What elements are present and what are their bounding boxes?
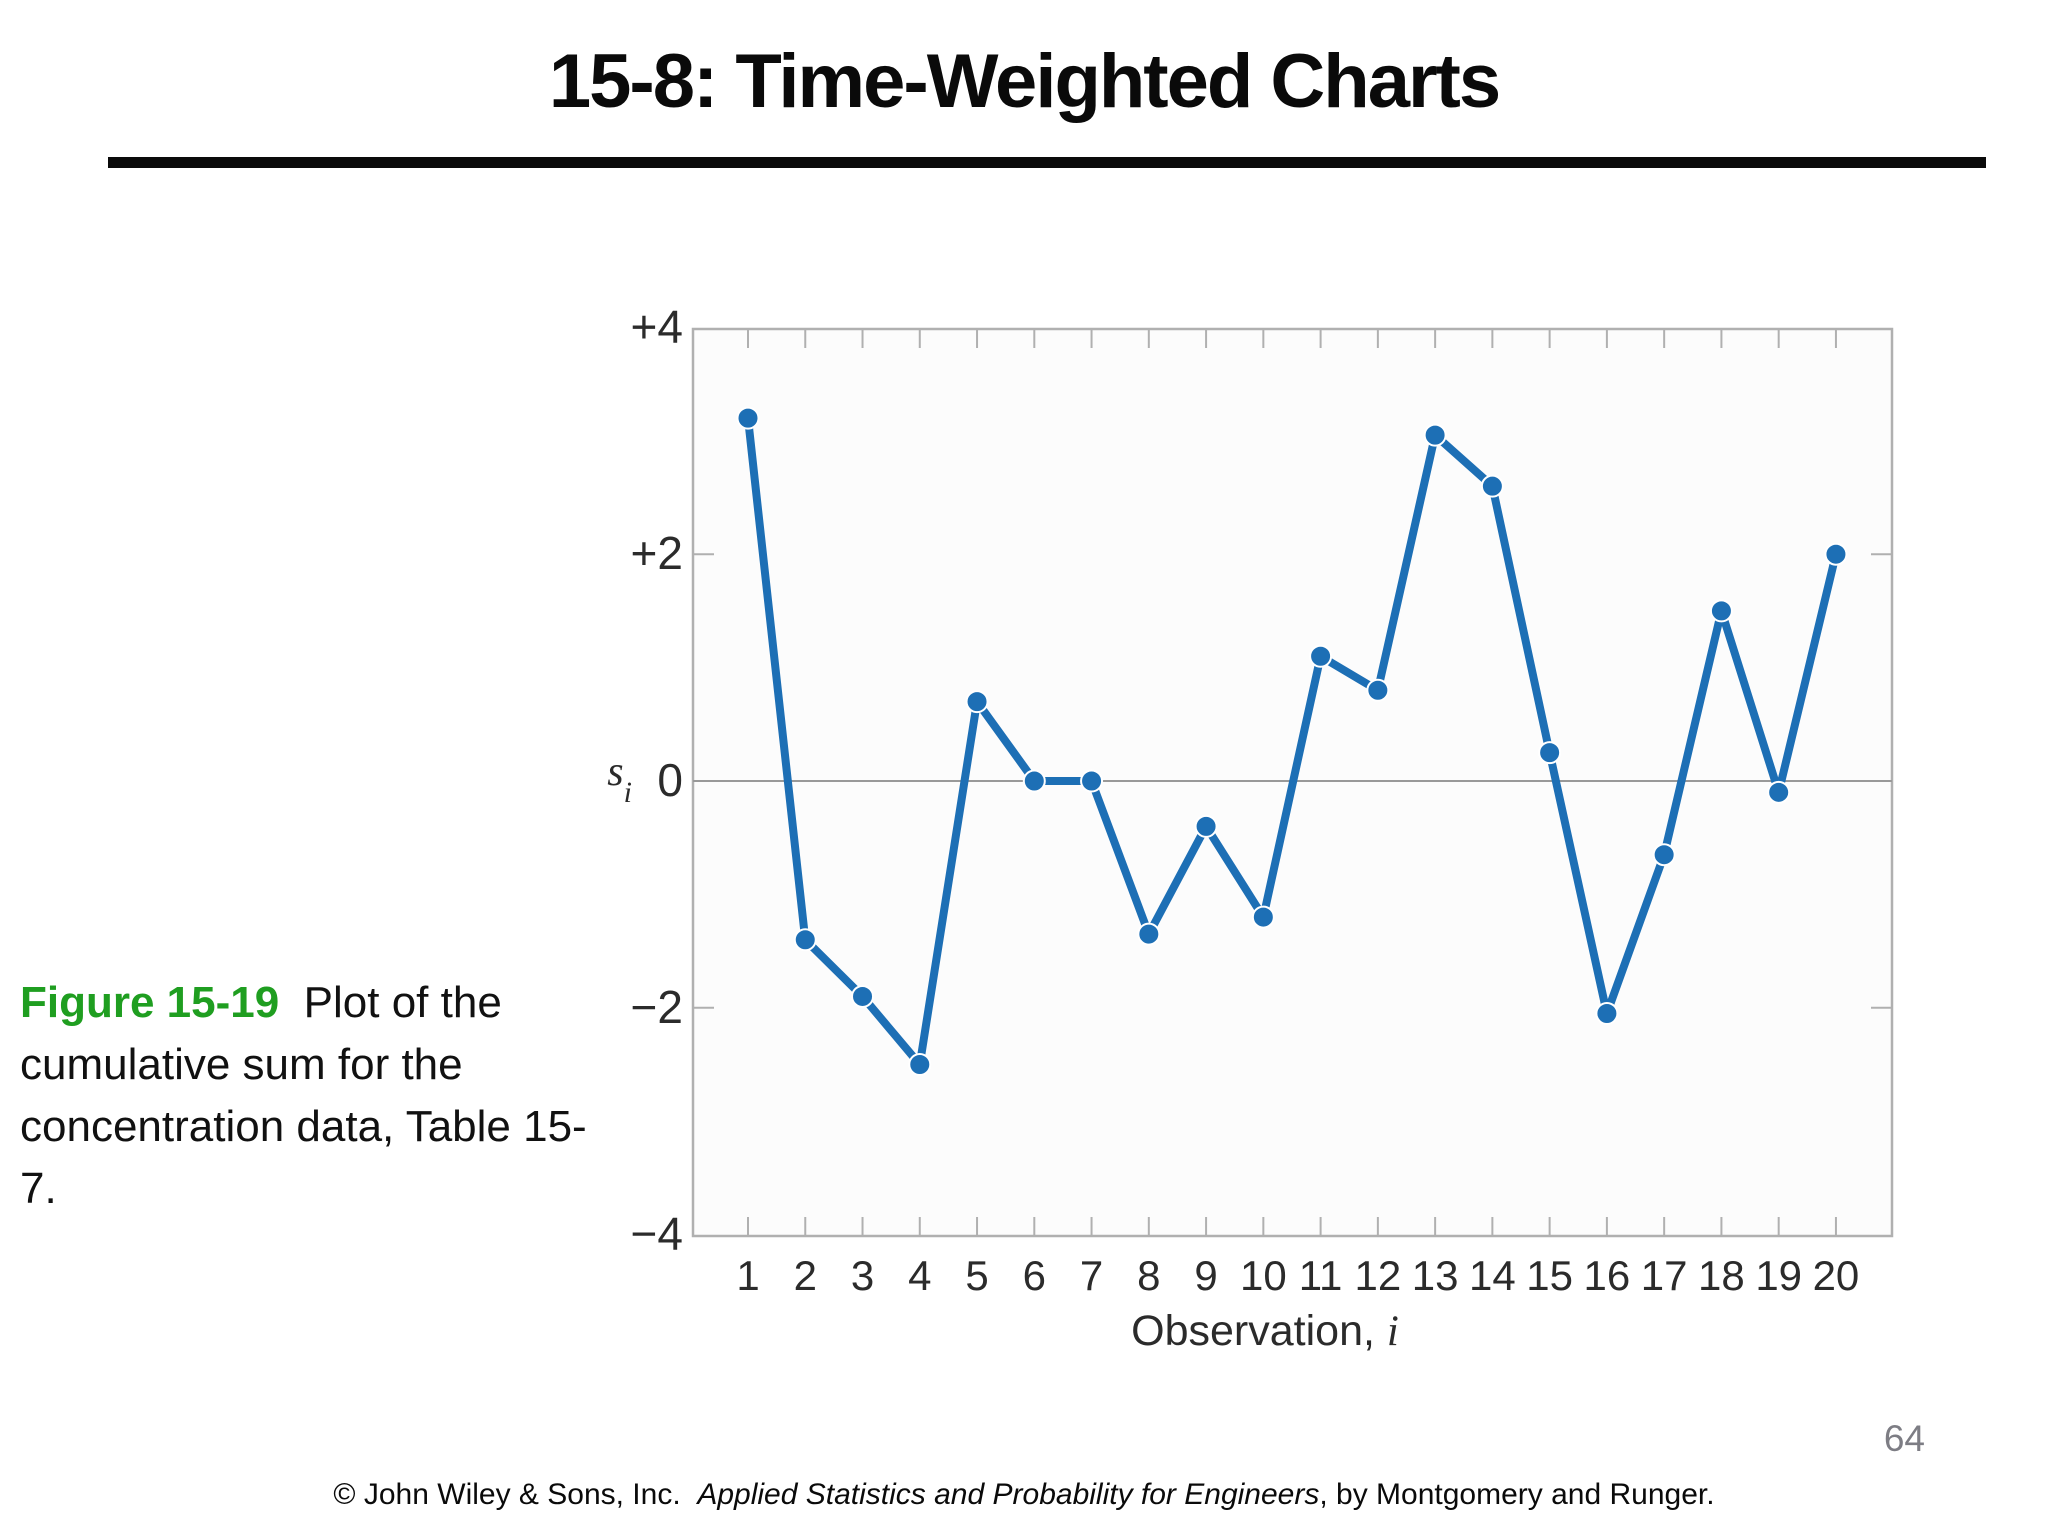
footer-prefix: © John Wiley & Sons, Inc. (333, 1478, 698, 1511)
data-point (1423, 423, 1447, 447)
data-point (1309, 644, 1333, 668)
figure-caption-label: Figure 15-19 (20, 978, 280, 1027)
data-point (965, 690, 989, 714)
x-tick-label: 12 (1355, 1252, 1402, 1299)
x-tick-label: 6 (1023, 1252, 1046, 1299)
data-point (1194, 814, 1218, 838)
y-axis-label: si (607, 749, 632, 809)
cusum-chart: +4 +2 0 −2 −4 1 2 3 4 5 6 7 8 9 10 11 12 13 14 15 16 17 18 19 20… (560, 280, 1960, 1400)
x-tick-label: 3 (851, 1252, 874, 1299)
x-tick-label: 9 (1194, 1252, 1217, 1299)
data-point (736, 406, 760, 430)
y-tick-label: −2 (631, 981, 683, 1033)
y-tick-label: −4 (631, 1208, 683, 1260)
data-point (851, 984, 875, 1008)
x-tick-label: 10 (1240, 1252, 1287, 1299)
x-tick-label: 4 (908, 1252, 931, 1299)
x-tick-label: 2 (794, 1252, 817, 1299)
slide-title: 15-8: Time-Weighted Charts (548, 39, 1501, 124)
title-divider-rule (108, 157, 1986, 168)
footer-suffix: , by Montgomery and Runger. (1319, 1478, 1715, 1511)
y-tick-label: 0 (657, 754, 683, 806)
data-point (1137, 922, 1161, 946)
data-point (1022, 769, 1046, 793)
x-tick-label: 8 (1137, 1252, 1160, 1299)
x-tick-label: 13 (1412, 1252, 1459, 1299)
data-point (1767, 780, 1791, 804)
cusum-chart-svg: +4+20−2−41 2 3 4 5 6 7 8 9 10 11 12 13 14 15 16 17 18 19 20… (607, 300, 1894, 1355)
x-tick-label: 16 (1584, 1252, 1631, 1299)
x-axis-label: Observation, i (1131, 1307, 1399, 1355)
x-tick-label: 14 (1469, 1252, 1516, 1299)
data-point (908, 1053, 932, 1076)
data-point (1652, 843, 1676, 867)
page-number: 64 (1883, 1418, 1925, 1459)
y-tick-label: +2 (631, 527, 683, 579)
data-point (1824, 542, 1848, 566)
x-tick-label: 19 (1755, 1252, 1802, 1299)
data-point (1251, 905, 1275, 929)
figure-caption: Figure 15-19 Plot of the cumulative sum … (20, 972, 605, 1220)
data-point (1538, 741, 1562, 765)
y-tick-label: +4 (631, 300, 683, 352)
x-tick-label: 5 (965, 1252, 988, 1299)
x-tick-label: 20 (1813, 1252, 1860, 1299)
data-point (793, 928, 817, 952)
data-point (1595, 1001, 1619, 1025)
x-tick-label: 1 (736, 1252, 759, 1299)
x-tick-label: 15 (1526, 1252, 1573, 1299)
copyright-footer: © John Wiley & Sons, Inc. Applied Statis… (0, 1478, 2048, 1512)
x-tick-label: 18 (1698, 1252, 1745, 1299)
figure-caption-text: Plot of the cumulative sum for the conce… (20, 978, 587, 1213)
cusum-line (744, 414, 1840, 1069)
footer-book-title: Applied Statistics and Probability for E… (697, 1478, 1320, 1511)
data-point (1080, 769, 1104, 793)
data-point (1480, 474, 1504, 498)
x-tick-label: 17 (1641, 1252, 1688, 1299)
x-tick-label: 11 (1299, 1252, 1343, 1299)
x-tick-label: 7 (1080, 1252, 1103, 1299)
data-point (1709, 599, 1733, 623)
data-point (1366, 678, 1390, 702)
